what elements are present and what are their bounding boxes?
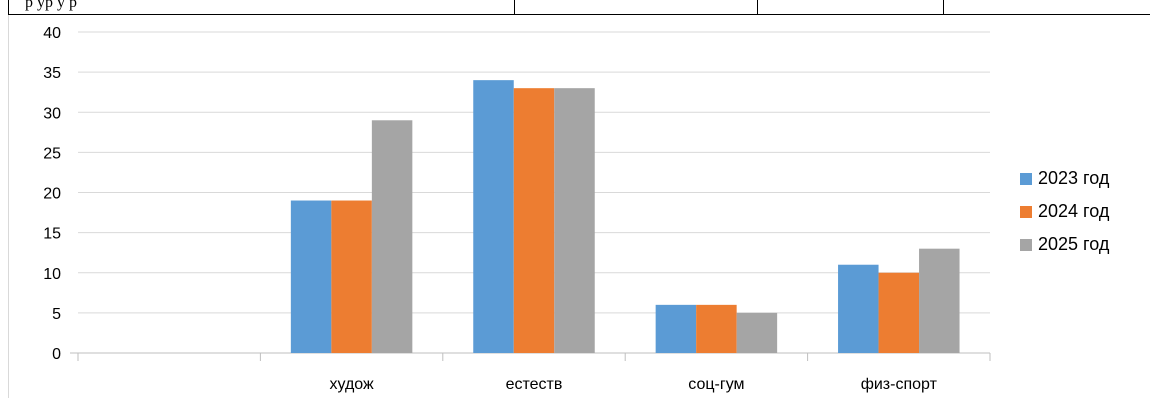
bar — [655, 304, 697, 353]
chart-frame-edge — [8, 15, 9, 398]
bar — [554, 88, 595, 354]
table-cell-text: р ур у р — [25, 0, 77, 11]
x-tick-label: естеств — [506, 376, 563, 393]
legend-swatch — [1020, 205, 1032, 218]
y-tick-label: 5 — [52, 306, 61, 323]
chart-legend: 2023 год 2024 год 2025 год — [1020, 162, 1109, 261]
legend-swatch — [1020, 238, 1032, 251]
bar — [878, 272, 920, 353]
bar — [371, 120, 413, 354]
y-tick-label: 20 — [43, 186, 61, 203]
legend-label: 2025 год — [1038, 234, 1110, 254]
bar — [838, 264, 879, 353]
bar — [736, 312, 778, 353]
x-tick-label: соц-гум — [688, 376, 744, 393]
legend-item: 2025 год — [1020, 228, 1109, 261]
y-tick-label: 25 — [43, 145, 61, 162]
bar — [290, 200, 332, 353]
bar — [473, 80, 514, 354]
legend-label: 2023 год — [1038, 168, 1110, 188]
y-tick-label: 0 — [52, 346, 61, 363]
table-cell-divider — [514, 0, 515, 15]
x-tick-label: физ-спорт — [861, 376, 938, 393]
y-tick-label: 15 — [43, 226, 61, 243]
table-cell-divider — [757, 0, 758, 15]
y-tick-label: 35 — [43, 65, 61, 82]
table-cell-divider — [943, 0, 944, 15]
legend-item: 2024 год — [1020, 195, 1109, 228]
y-tick-label: 10 — [43, 266, 61, 283]
y-tick-label: 40 — [43, 25, 61, 42]
bar — [513, 88, 555, 354]
bar — [331, 200, 372, 353]
x-tick-label: худож — [329, 376, 374, 393]
legend-label: 2024 год — [1038, 201, 1110, 221]
bar — [919, 248, 960, 353]
legend-swatch — [1020, 172, 1032, 185]
legend-item: 2023 год — [1020, 162, 1109, 195]
table-row-fragment: р ур у р — [8, 0, 1150, 15]
bar — [696, 304, 737, 353]
y-tick-label: 30 — [43, 105, 61, 122]
